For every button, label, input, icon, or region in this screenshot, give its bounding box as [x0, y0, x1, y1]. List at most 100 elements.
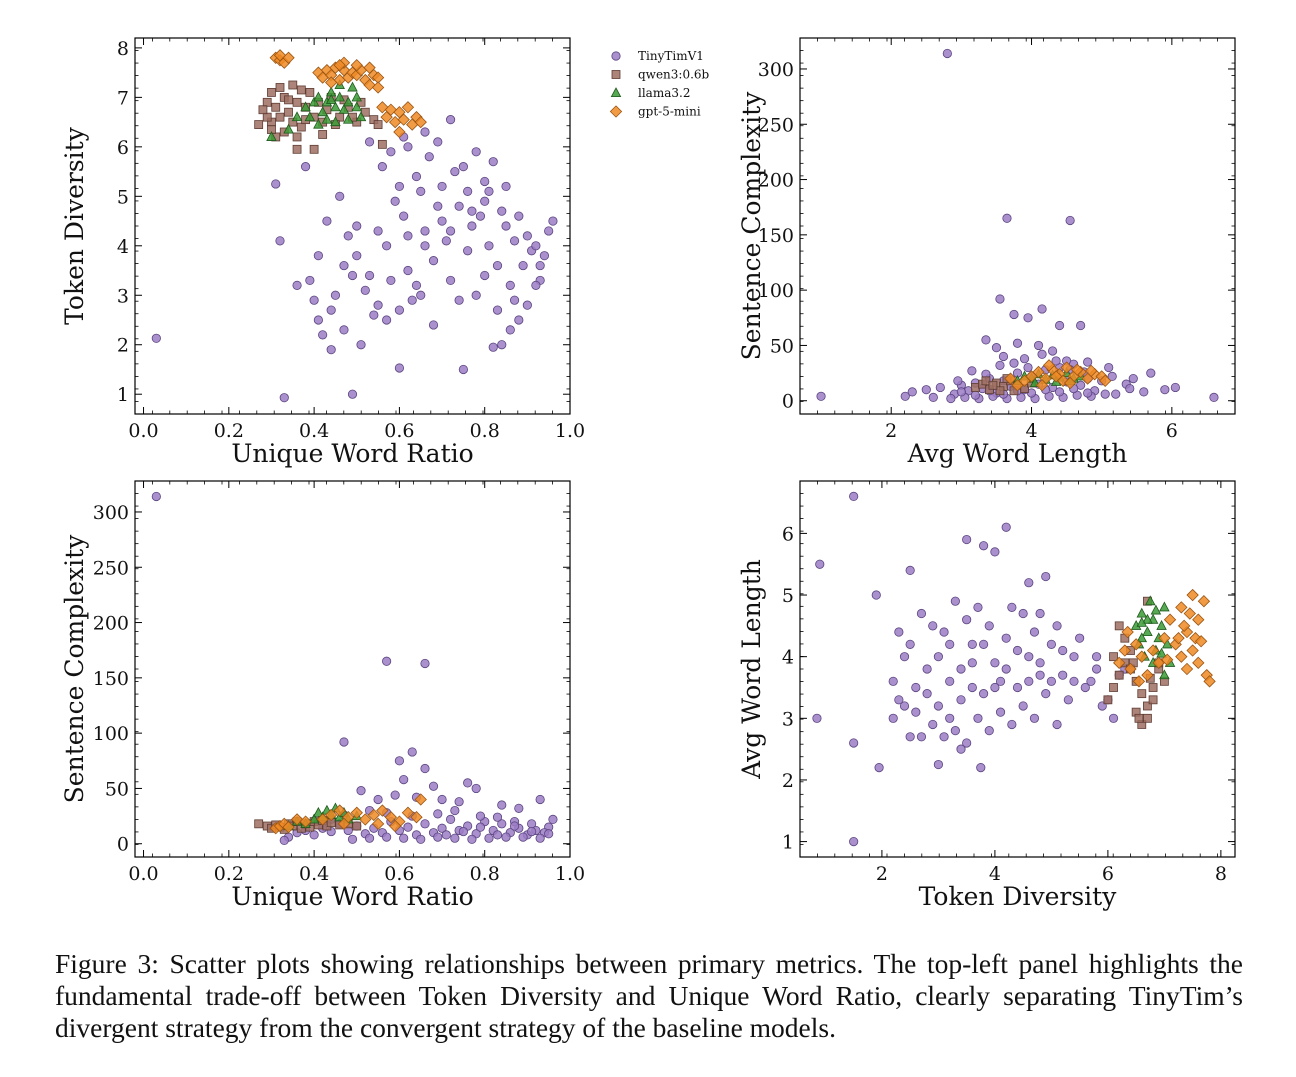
data-point: [1108, 713, 1119, 723]
data-point: [386, 147, 396, 157]
data-point: [907, 387, 917, 397]
data-point: [962, 615, 972, 625]
data-point: [386, 275, 396, 286]
data-point: [535, 833, 545, 843]
data-point: [916, 732, 927, 742]
data-point: [463, 778, 473, 788]
data-point: [1049, 370, 1063, 383]
data-point: [308, 96, 320, 107]
data-point: [299, 815, 312, 828]
data-point: [373, 794, 383, 805]
data-point: [475, 211, 486, 221]
data-point: [376, 101, 389, 114]
data-point: [369, 310, 379, 320]
data-point: [849, 836, 859, 847]
data-point: [467, 221, 477, 231]
data-point: [967, 682, 977, 693]
data-point: [1170, 382, 1180, 393]
legend-item: qwen3:0.6b: [611, 68, 710, 82]
series-tinytimv1: [816, 48, 1219, 404]
ticks: 2 4 6 8 1 2 3 4 5 6: [782, 480, 1236, 885]
data-point: [933, 759, 944, 770]
data-point: [995, 386, 1005, 396]
data-point: [1183, 607, 1196, 620]
data-point: [411, 171, 422, 182]
x-tick-label: 0.8: [470, 420, 500, 442]
data-point: [995, 360, 1005, 370]
data-point: [922, 689, 932, 699]
data-point: [403, 231, 413, 241]
legend-item: llama3.2: [610, 86, 690, 100]
data-point: [1037, 304, 1047, 314]
data-point: [544, 226, 554, 236]
data-point: [548, 814, 558, 825]
data-point: [1054, 387, 1065, 397]
data-point: [1146, 368, 1156, 378]
y-tick-label: 200: [93, 613, 129, 635]
data-point: [305, 88, 315, 97]
x-axis-label: Avg Word Length: [907, 439, 1128, 468]
data-point: [1076, 320, 1086, 331]
data-point: [401, 101, 415, 114]
data-point: [1111, 389, 1121, 399]
y-tick-label: 5: [782, 585, 794, 607]
y-axis-label: Token Diversity: [60, 126, 89, 325]
data-point: [1051, 356, 1061, 366]
legend: TinyTimV1 qwen3:0.6b llama3.2 gpt-5-mini: [609, 49, 710, 119]
data-point: [979, 689, 989, 699]
data-point: [296, 122, 306, 132]
series-tinytimv1: [812, 491, 1130, 847]
x-tick-label: 6: [1102, 863, 1114, 885]
series-tinytimv1: [151, 491, 558, 846]
series-qwen3-0-6b: [254, 80, 387, 154]
data-point: [1070, 363, 1084, 376]
data-point: [351, 101, 363, 112]
data-point: [463, 246, 473, 256]
data-point: [1135, 650, 1148, 663]
data-point: [300, 162, 311, 172]
data-point: [1046, 676, 1056, 686]
data-point: [347, 81, 358, 92]
data-point: [384, 103, 398, 116]
data-point: [416, 186, 426, 196]
series-gpt-5-mini: [1004, 359, 1112, 392]
data-point: [950, 726, 960, 736]
data-point: [1132, 675, 1146, 688]
data-point: [1144, 595, 1156, 606]
y-tick-label: 2: [782, 770, 794, 792]
data-point: [1192, 656, 1205, 670]
ticks: 2 4 6 0 50 100 150 200 250 300: [758, 37, 1235, 442]
data-point: [420, 241, 430, 251]
data-point: [950, 596, 960, 606]
data-point: [945, 639, 955, 649]
y-tick-label: 6: [117, 137, 129, 159]
data-point: [441, 236, 451, 246]
data-point: [1042, 359, 1056, 372]
y-tick-label: 0: [782, 391, 794, 413]
y-tick-label: 50: [105, 778, 129, 800]
y-axis-label: Sentence Complexity: [737, 91, 766, 361]
data-point: [458, 826, 468, 837]
data-point: [437, 794, 447, 805]
data-point: [1192, 613, 1205, 626]
data-point: [1024, 652, 1034, 662]
data-point: [1012, 682, 1023, 693]
data-point: [1063, 695, 1073, 705]
data-point: [488, 342, 498, 352]
data-point: [338, 103, 350, 114]
data-point: [501, 221, 511, 231]
data-point: [1065, 215, 1075, 226]
figure: 0.0 0.2 0.4 0.6 0.8 1.0 1 2 3 4 5 6 7 8 Unique Word Ra…: [60, 37, 1236, 911]
data-point: [1186, 644, 1199, 657]
data-point: [322, 216, 332, 226]
data-point: [292, 144, 302, 154]
data-point: [849, 491, 859, 502]
data-point: [899, 701, 910, 711]
data-point: [394, 756, 405, 766]
data-point: [313, 91, 324, 102]
y-axis-label: Sentence Complexity: [60, 534, 89, 804]
data-point: [905, 565, 915, 575]
data-point: [350, 806, 363, 819]
x-axis-label: Unique Word Ratio: [231, 439, 473, 468]
data-point: [377, 162, 387, 172]
